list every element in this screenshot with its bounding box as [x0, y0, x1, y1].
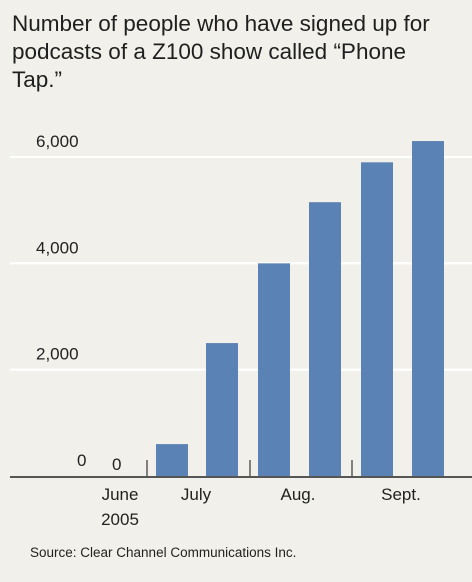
zero-value-label-0: 0: [112, 455, 121, 474]
bar-layer: [156, 141, 444, 477]
y-tick-label-6000: 6,000: [36, 132, 79, 151]
axis-layer: [10, 460, 472, 478]
y-tick-label-0: 0: [77, 451, 86, 470]
y-tick-label-2000: 2,000: [36, 345, 79, 364]
chart-title: Number of people who have signed up for …: [12, 11, 430, 92]
x-tick-label-3-0: Sept.: [381, 485, 421, 504]
bar-7: [412, 141, 444, 477]
x-tick-label-0-1: 2005: [101, 510, 139, 529]
bar-4: [258, 263, 290, 476]
bar-6: [361, 162, 393, 477]
bar-5: [309, 202, 341, 477]
x-tick-label-2-0: Aug.: [281, 485, 316, 504]
x-tick-label-1-0: July: [181, 485, 212, 504]
grid-layer: [10, 155, 472, 371]
y-tick-label-4000: 4,000: [36, 238, 79, 257]
source-note: Source: Clear Channel Communications Inc…: [30, 545, 297, 560]
x-tick-label-0-0: June: [102, 485, 139, 504]
bar-2: [156, 444, 188, 476]
bar-3: [206, 343, 238, 476]
